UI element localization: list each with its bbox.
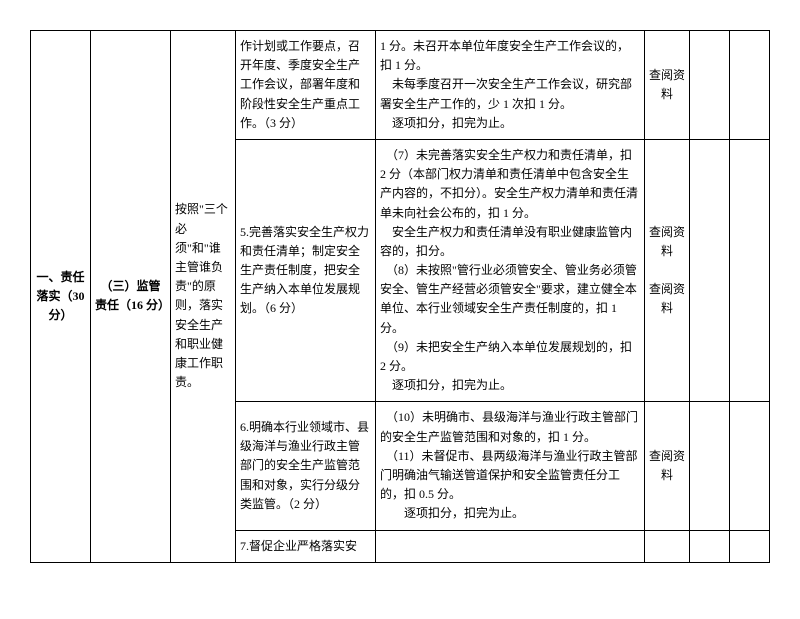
assessment-table: 一、责任落实（30 分） （三）监管责任（16 分） 按照"三个必须"和"谁主管… (30, 30, 770, 563)
criteria-cell-2: （10）未明确市、县级海洋与渔业行政主管部门的安全生产监管范围和对象的，扣 1 … (376, 402, 645, 530)
method-cell-2: 查阅资料 (645, 402, 690, 530)
score-cell-0 (690, 31, 730, 140)
item-cell-1: 5.完善落实安全生产权力和责任清单；制定安全生产责任制度，把安全生产纳入本单位发… (236, 139, 376, 401)
method-cell-1: 查阅资料查阅资料 (645, 139, 690, 401)
score-cell-3 (690, 530, 730, 562)
criteria-cell-3 (376, 530, 645, 562)
criteria-cell-1: （7）未完善落实安全生产权力和责任清单，扣 2 分（本部门权力清单和责任清单中包… (376, 139, 645, 401)
score-cell-1 (690, 139, 730, 401)
note-cell-1 (730, 139, 770, 401)
category-cell: 一、责任落实（30 分） (31, 31, 91, 563)
method-cell-3 (645, 530, 690, 562)
criteria-cell-0: 1 分。未召开本单位年度安全生产工作会议的，扣 1 分。 未每季度召开一次安全生… (376, 31, 645, 140)
note-cell-3 (730, 530, 770, 562)
score-cell-2 (690, 402, 730, 530)
note-cell-2 (730, 402, 770, 530)
item-cell-0: 作计划或工作要点，召开年度、季度安全生产工作会议，部署年度和阶段性安全生产重点工… (236, 31, 376, 140)
item-cell-2: 6.明确本行业领域市、县级海洋与渔业行政主管部门的安全生产监管范围和对象，实行分… (236, 402, 376, 530)
method-cell-0: 查阅资料 (645, 31, 690, 140)
note-cell-0 (730, 31, 770, 140)
subcategory-cell: （三）监管责任（16 分） (91, 31, 171, 563)
item-cell-3: 7.督促企业严格落实安 (236, 530, 376, 562)
principle-cell: 按照"三个必须"和"谁主管谁负责"的原则，落实安全生产和职业健康工作职责。 (171, 31, 236, 563)
